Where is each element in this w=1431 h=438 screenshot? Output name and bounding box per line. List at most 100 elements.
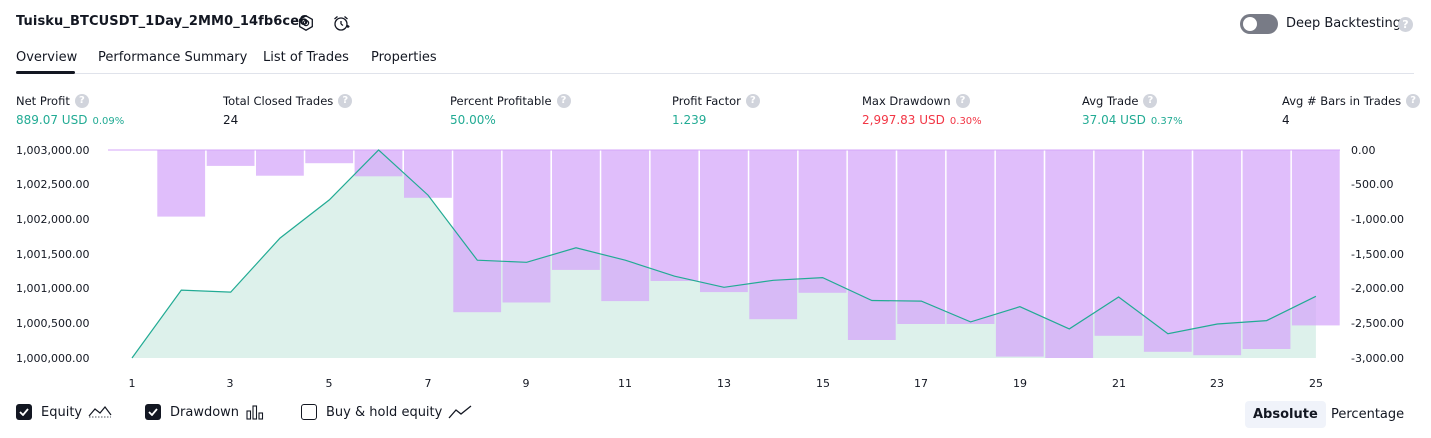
drawdown-checkbox[interactable]	[145, 404, 161, 420]
drawdown-bar	[453, 150, 502, 313]
metric-value: 2,997.83 USD	[862, 113, 945, 127]
info-icon[interactable]: ?	[1406, 94, 1421, 108]
tab-performance-summary[interactable]: Performance Summary	[98, 50, 248, 65]
right-axis-tick: -3,000.00	[1351, 352, 1404, 365]
metric-label: Percent Profitable	[450, 94, 552, 108]
metric-label: Avg # Bars in Trades	[1282, 94, 1402, 108]
equity-area	[132, 150, 1316, 358]
metric-value: 50.00%	[450, 113, 496, 127]
buy-hold-checkbox[interactable]	[301, 404, 317, 420]
legend-buy-hold-toggle[interactable]: Buy & hold equity	[301, 404, 472, 420]
drawdown-bar	[157, 150, 206, 217]
tab-properties[interactable]: Properties	[371, 50, 437, 65]
right-axis-tick: -2,500.00	[1351, 317, 1404, 330]
metric-label: Profit Factor	[672, 94, 741, 108]
metric-net-profit: Net Profit? 889.07 USD 0.09%	[16, 94, 124, 127]
left-axis-tick: 1,003,000.00	[16, 144, 90, 157]
metric-avg-trade: Avg Trade? 37.04 USD 0.37%	[1082, 94, 1183, 127]
drawdown-bar	[601, 150, 650, 302]
left-axis-tick: 1,000,000.00	[16, 352, 90, 365]
tab-list-of-trades[interactable]: List of Trades	[263, 50, 349, 65]
legend-label: Drawdown	[170, 404, 240, 420]
right-axis-tick: -500.00	[1351, 178, 1394, 191]
drawdown-bar	[1291, 150, 1340, 326]
drawdown-bar	[404, 150, 452, 198]
legend-equity-toggle[interactable]: Equity	[16, 404, 112, 420]
alarm-clock-icon[interactable]	[331, 13, 351, 33]
strategy-title: Tuisku_BTCUSDT_1Day_2MM0_14fb6ce6	[16, 14, 309, 29]
x-axis-tick: 7	[424, 377, 432, 390]
x-axis-tick: 19	[1013, 377, 1027, 390]
info-icon[interactable]: ?	[556, 94, 571, 108]
metric-label: Max Drawdown	[862, 94, 951, 108]
metric-avg-bars-in-trades: Avg # Bars in Trades? 4	[1282, 94, 1421, 127]
x-axis-tick: 5	[325, 377, 333, 390]
deep-backtesting-toggle[interactable]	[1240, 14, 1278, 34]
drawdown-bar	[256, 150, 304, 176]
info-icon[interactable]: ?	[745, 94, 760, 108]
info-icon[interactable]: ?	[1143, 94, 1158, 108]
drawdown-bar	[946, 150, 995, 324]
right-axis-tick: 0.00	[1351, 144, 1376, 157]
drawdown-bar	[749, 150, 798, 320]
metric-label: Total Closed Trades	[223, 94, 334, 108]
equity-line-icon	[88, 406, 112, 418]
metric-value: 1.239	[672, 113, 707, 127]
legend-label: Buy & hold equity	[326, 404, 443, 420]
equity-line	[131, 149, 1317, 359]
left-axis-tick: 1,001,500.00	[16, 248, 90, 261]
drawdown-bar	[1094, 150, 1143, 336]
metric-value: 4	[1282, 113, 1290, 127]
metric-value: 24	[223, 113, 239, 127]
left-axis-tick: 1,001,000.00	[16, 282, 90, 295]
active-tab-indicator	[16, 71, 75, 74]
x-axis-tick: 17	[914, 377, 928, 390]
deep-backtesting-label: Deep Backtesting	[1286, 16, 1402, 31]
x-axis-tick: 25	[1309, 377, 1323, 390]
drawdown-bar	[1045, 150, 1094, 358]
right-axis-tick: -1,500.00	[1351, 248, 1404, 261]
drawdown-bar	[650, 150, 699, 281]
metric-percent: 0.37%	[1150, 116, 1183, 127]
metric-percent-profitable: Percent Profitable? 50.00%	[450, 94, 571, 127]
percentage-mode-button[interactable]: Percentage	[1331, 407, 1405, 422]
drawdown-bar	[847, 150, 896, 340]
info-icon[interactable]: ?	[74, 94, 89, 108]
drawdown-bar	[1193, 150, 1242, 356]
x-axis-tick: 15	[816, 377, 830, 390]
drawdown-bar	[995, 150, 1044, 357]
drawdown-bar	[1143, 150, 1192, 352]
left-axis-tick: 1,000,500.00	[16, 317, 90, 330]
x-axis-tick: 13	[717, 377, 731, 390]
absolute-mode-button[interactable]: Absolute	[1245, 401, 1326, 428]
metric-percent: 0.09%	[92, 116, 125, 127]
metric-total-closed-trades: Total Closed Trades? 24	[223, 94, 353, 127]
help-icon[interactable]: ?	[1398, 17, 1413, 32]
metric-value: 37.04 USD	[1082, 113, 1146, 127]
tab-overview[interactable]: Overview	[16, 50, 78, 65]
settings-icon[interactable]	[296, 13, 316, 33]
info-icon[interactable]: ?	[955, 94, 970, 108]
info-icon[interactable]: ?	[338, 94, 353, 108]
legend-drawdown-toggle[interactable]: Drawdown	[145, 404, 267, 420]
metric-label: Net Profit	[16, 94, 70, 108]
drawdown-bar	[897, 150, 946, 324]
drawdown-bar	[354, 150, 403, 177]
drawdown-bar	[700, 150, 748, 293]
right-axis-tick: -2,000.00	[1351, 282, 1404, 295]
metric-label: Avg Trade	[1082, 94, 1139, 108]
drawdown-bar	[552, 150, 600, 270]
trend-line-icon	[448, 405, 472, 419]
drawdown-bar	[502, 150, 551, 303]
right-axis-tick: -1,000.00	[1351, 213, 1404, 226]
drawdown-bar	[206, 150, 255, 166]
drawdown-bar	[798, 150, 847, 293]
x-axis-tick: 3	[226, 377, 234, 390]
toggle-knob	[1243, 17, 1257, 31]
equity-checkbox[interactable]	[16, 404, 32, 420]
left-axis-tick: 1,002,000.00	[16, 213, 90, 226]
drawdown-bar	[305, 150, 354, 164]
x-axis-tick: 21	[1112, 377, 1126, 390]
x-axis-tick: 9	[522, 377, 530, 390]
